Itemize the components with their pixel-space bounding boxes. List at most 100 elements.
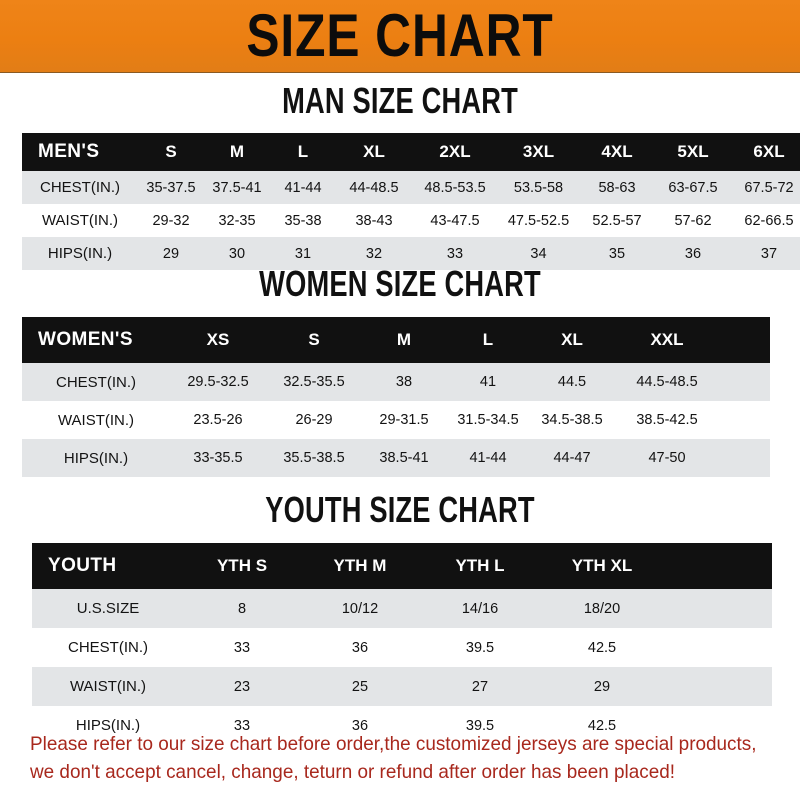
row-label: CHEST(IN.) — [32, 628, 184, 667]
table-row: CHEST(IN.) 33 36 39.5 42.5 — [32, 628, 772, 667]
table-cell: 34 — [498, 237, 579, 270]
table-header-cell: S — [266, 317, 362, 363]
table-cell — [720, 363, 770, 401]
table-cell: 36 — [300, 706, 420, 745]
table-cell: 36 — [300, 628, 420, 667]
table-header-cell: M — [362, 317, 446, 363]
table-cell: 43-47.5 — [412, 204, 498, 237]
table-cell: 32 — [336, 237, 412, 270]
table-cell: 31.5-34.5 — [446, 401, 530, 439]
row-label: WAIST(IN.) — [32, 667, 184, 706]
table-cell — [664, 589, 772, 628]
table-header-cell-empty — [664, 543, 772, 589]
table-cell: 62-66.5 — [731, 204, 800, 237]
row-label: CHEST(IN.) — [22, 171, 138, 204]
row-label: WAIST(IN.) — [22, 204, 138, 237]
table-header-label: MEN'S — [22, 133, 138, 171]
table-cell: 14/16 — [420, 589, 540, 628]
table-header-cell: M — [204, 133, 270, 171]
table-cell: 53.5-58 — [498, 171, 579, 204]
table-cell: 44-48.5 — [336, 171, 412, 204]
footer-line-1: Please refer to our size chart before or… — [30, 733, 757, 755]
table-header-cell: 5XL — [655, 133, 731, 171]
table-cell: 39.5 — [420, 628, 540, 667]
table-cell: 29-31.5 — [362, 401, 446, 439]
table-cell: 38-43 — [336, 204, 412, 237]
row-label: WAIST(IN.) — [22, 401, 170, 439]
table-cell: 10/12 — [300, 589, 420, 628]
row-label: CHEST(IN.) — [22, 363, 170, 401]
table-cell: 29-32 — [138, 204, 204, 237]
table-header-cell: L — [270, 133, 336, 171]
table-header-label: YOUTH — [32, 543, 184, 589]
table-cell: 33 — [412, 237, 498, 270]
table-header-cell: 6XL — [731, 133, 800, 171]
table-cell: 35-37.5 — [138, 171, 204, 204]
table-cell: 38.5-42.5 — [614, 401, 720, 439]
table-cell: 38 — [362, 363, 446, 401]
table-cell: 44.5 — [530, 363, 614, 401]
table-cell: 48.5-53.5 — [412, 171, 498, 204]
table-cell: 30 — [204, 237, 270, 270]
table-cell: 29.5-32.5 — [170, 363, 266, 401]
table-header-row: YOUTH YTH S YTH M YTH L YTH XL — [32, 543, 772, 589]
table-header-cell: YTH L — [420, 543, 540, 589]
table-cell: 42.5 — [540, 706, 664, 745]
table-header-cell: XS — [170, 317, 266, 363]
table-cell: 35.5-38.5 — [266, 439, 362, 477]
table-cell: 33 — [184, 706, 300, 745]
table-cell: 63-67.5 — [655, 171, 731, 204]
table-cell: 25 — [300, 667, 420, 706]
youth-size-table-wrap: YOUTH YTH S YTH M YTH L YTH XL U.S.SIZE 8 10/12… — [32, 543, 772, 745]
table-header-cell: 4XL — [579, 133, 655, 171]
table-cell: 37 — [731, 237, 800, 270]
man-size-table: MEN'S S M L XL 2XL 3XL 4XL 5XL 6XL CHEST(IN.) 35-37… — [22, 133, 800, 270]
table-header-cell: 2XL — [412, 133, 498, 171]
table-header-cell: L — [446, 317, 530, 363]
table-cell — [664, 667, 772, 706]
table-cell: 34.5-38.5 — [530, 401, 614, 439]
table-row: WAIST(IN.) 23.5-26 26-29 29-31.5 31.5-34.5 34… — [22, 401, 770, 439]
table-header-cell: YTH XL — [540, 543, 664, 589]
table-cell: 31 — [270, 237, 336, 270]
table-row: WAIST(IN.) 23 25 27 29 — [32, 667, 772, 706]
table-row: HIPS(IN.) 29 30 31 32 33 34 35 36 37 — [22, 237, 800, 270]
table-header-cell: YTH M — [300, 543, 420, 589]
table-header-cell: XL — [336, 133, 412, 171]
table-cell: 32.5-35.5 — [266, 363, 362, 401]
table-cell: 29 — [138, 237, 204, 270]
table-cell: 27 — [420, 667, 540, 706]
row-label: HIPS(IN.) — [22, 439, 170, 477]
table-cell: 67.5-72 — [731, 171, 800, 204]
table-row: CHEST(IN.) 29.5-32.5 32.5-35.5 38 41 44.5 44.5… — [22, 363, 770, 401]
table-cell: 52.5-57 — [579, 204, 655, 237]
table-cell: 23 — [184, 667, 300, 706]
table-row: CHEST(IN.) 35-37.5 37.5-41 41-44 44-48.5 48.5… — [22, 171, 800, 204]
table-cell: 35-38 — [270, 204, 336, 237]
table-cell — [720, 439, 770, 477]
table-cell — [720, 401, 770, 439]
row-label: U.S.SIZE — [32, 589, 184, 628]
table-cell: 41-44 — [270, 171, 336, 204]
table-header-row: WOMEN'S XS S M L XL XXL — [22, 317, 770, 363]
table-cell: 41 — [446, 363, 530, 401]
women-section-title: WOMEN SIZE CHART — [259, 262, 541, 305]
table-cell: 42.5 — [540, 628, 664, 667]
table-cell: 44-47 — [530, 439, 614, 477]
table-cell: 47.5-52.5 — [498, 204, 579, 237]
table-cell — [664, 706, 772, 745]
footer-note: Please refer to our size chart before or… — [30, 730, 756, 787]
table-cell: 39.5 — [420, 706, 540, 745]
table-cell: 26-29 — [266, 401, 362, 439]
table-row: HIPS(IN.) 33 36 39.5 42.5 — [32, 706, 772, 745]
table-cell: 41-44 — [446, 439, 530, 477]
table-cell: 32-35 — [204, 204, 270, 237]
women-size-table: WOMEN'S XS S M L XL XXL CHEST(IN.) 29.5-32.5 32.5… — [22, 317, 770, 477]
table-row: U.S.SIZE 8 10/12 14/16 18/20 — [32, 589, 772, 628]
row-label: HIPS(IN.) — [32, 706, 184, 745]
table-header-cell: XL — [530, 317, 614, 363]
table-cell: 8 — [184, 589, 300, 628]
table-cell: 35 — [579, 237, 655, 270]
table-cell: 38.5-41 — [362, 439, 446, 477]
